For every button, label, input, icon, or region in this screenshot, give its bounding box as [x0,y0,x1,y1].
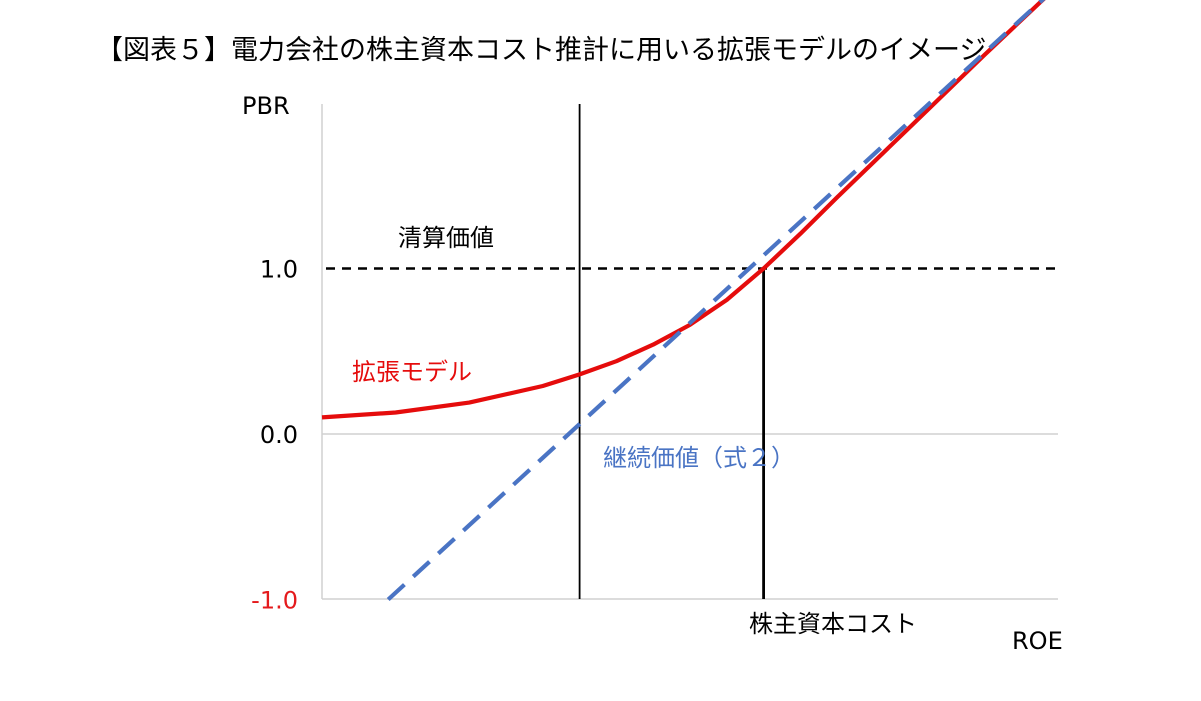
chart-title: 【図表５】電力会社の株主資本コスト推計に用いる拡張モデルのイメージ [96,35,987,66]
y-tick-label: 0.0 [260,421,298,449]
annotation-cost-of-equity: 株主資本コスト [749,610,917,638]
annotation-liquidation-value: 清算価値 [398,224,494,252]
x-axis-label: ROE [1012,627,1063,655]
y-tick-label: 1.0 [260,256,298,284]
series-line-1 [386,0,1046,602]
series-line-0 [321,0,1046,420]
annotation-continuing-value: 継続価値（式２） [603,444,795,472]
annotation-extended-model: 拡張モデル [352,358,472,386]
y-axis-label: PBR [242,92,290,120]
y-tick-label: -1.0 [251,587,298,615]
